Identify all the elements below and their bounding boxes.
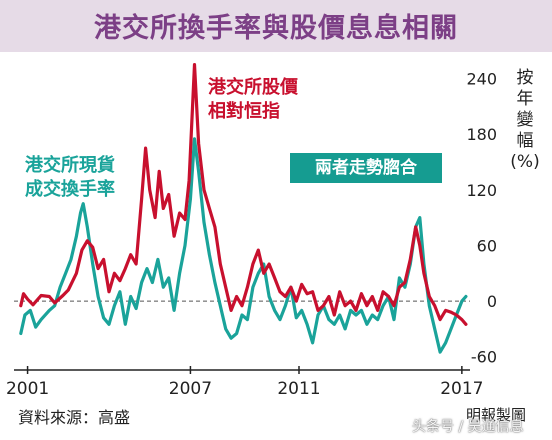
y-tick-label-60: 60 [477,236,497,255]
source-note: 資料來源：高盛 [18,408,131,427]
x-tick-label-2011: 2011 [277,379,320,399]
credit-note: 明報製圖 [466,406,527,424]
x-tick-label-2007: 2007 [169,379,212,399]
price-series-annotation: 港交所股價 相對恒指 [208,76,298,124]
series-line-turnover [19,137,468,354]
axis-layer [14,366,470,374]
y-axis-unit-label: 按 年 變 幅 (%) [510,68,540,173]
chart-title: 港交所換手率與股價息息相關 [94,13,458,44]
series-line-price [19,62,468,326]
series-layer [19,62,468,354]
price-annotation-line-1: 港交所股價 [208,77,298,98]
watermark: 头条号 / 吴通信息 [412,419,524,435]
tick-layer: 2001 2007 2011 2017 240 180 120 60 0 -60 [6,70,497,399]
y-tick-label-180: 180 [466,125,497,144]
unit-char-3: 變 [516,110,534,130]
price-annotation-line-2: 相對恒指 [208,101,280,122]
title-band [0,0,552,52]
y-tick-label--60: -60 [471,348,497,367]
highlight-badge: 兩者走勢脗合 [290,153,442,183]
unit-char-2: 年 [516,89,534,109]
turnover-series-annotation: 港交所現貨 成交換手率 [25,154,115,202]
x-tick-label-2017: 2017 [440,379,483,399]
unit-char-1: 按 [516,68,534,88]
y-tick-label-240: 240 [466,70,497,89]
y-tick-label-120: 120 [466,181,497,200]
turnover-annotation-line-2: 成交換手率 [25,179,115,200]
y-tick-label-0: 0 [487,292,497,311]
turnover-annotation-line-1: 港交所現貨 [25,155,115,176]
unit-char-5: (%) [510,152,540,172]
x-tick-label-2001: 2001 [6,379,49,399]
unit-char-4: 幅 [516,131,534,151]
